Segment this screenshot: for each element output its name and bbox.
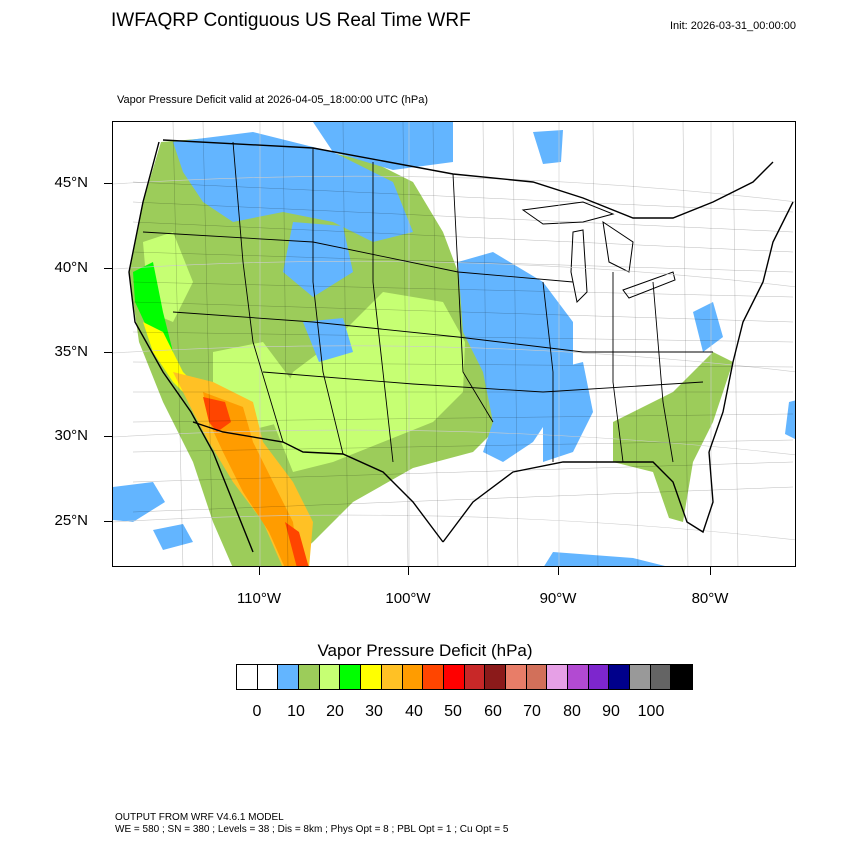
plot-subtitle: Vapor Pressure Deficit valid at 2026-04-…: [117, 94, 429, 106]
colorbar-tick-label: 50: [444, 703, 462, 720]
colorbar-swatch: [650, 665, 672, 689]
state-line-8: [542, 281, 554, 462]
canada-blue-region: [313, 122, 453, 170]
lat-tick: [104, 436, 112, 437]
mexico-red-region: [285, 522, 309, 566]
colorbar-tick-label: 70: [523, 703, 541, 720]
state-line-5: [142, 231, 574, 283]
colorbar-swatch: [609, 665, 631, 689]
init-time: Init: 2026-03-31_00:00:00: [670, 20, 796, 32]
gulf-blue-patch: [544, 552, 665, 566]
us-canada-border: [162, 139, 774, 219]
colorbar-swatch: [237, 665, 258, 689]
west-coast: [128, 141, 254, 553]
canada-blue-region-2: [533, 130, 563, 164]
colorbar-tick-label: 40: [405, 703, 423, 720]
lat-label-30: 30°N: [54, 427, 88, 444]
colorbar-tick-label: 60: [484, 703, 502, 720]
colorbar-tick-label: 10: [287, 703, 305, 720]
footer-model: OUTPUT FROM WRF V4.6.1 MODEL: [115, 812, 284, 823]
colorbar-swatch: [443, 665, 465, 689]
lat-tick: [104, 183, 112, 184]
arizona-red-region: [203, 397, 231, 432]
colorbar-swatch: [464, 665, 486, 689]
colorbar-swatch: [630, 665, 651, 689]
lon-label-80w: 80°W: [691, 590, 729, 607]
lon-tick: [259, 567, 260, 575]
colorbar-swatch: [299, 665, 320, 689]
lake-huron: [602, 220, 634, 273]
colorbar-swatch: [423, 665, 444, 689]
graticule: [113, 122, 795, 566]
colorbar-swatch: [485, 665, 506, 689]
vpd-map: [113, 122, 795, 566]
colorbar-tick-label: 100: [637, 703, 665, 720]
lat-label-40: 40°N: [54, 259, 88, 276]
colorbar-tick-label: 0: [252, 703, 262, 720]
colorbar-swatch: [505, 665, 527, 689]
sonora-darkorange-region: [203, 392, 299, 566]
boundaries: [128, 139, 794, 553]
colorbar-swatch: [381, 665, 403, 689]
lat-label-35: 35°N: [54, 343, 88, 360]
colorbar-swatch: [588, 665, 610, 689]
map-panel: [112, 121, 796, 567]
gulf-coast: [442, 451, 714, 543]
state-line-10: [652, 281, 674, 463]
colorbar-swatch: [402, 665, 424, 689]
pacific-blue-patch-2: [153, 524, 193, 550]
mississippi-blue-band: [543, 362, 593, 462]
plains-lightgreen-region: [273, 292, 465, 472]
colorbar-tick-label: 80: [563, 703, 581, 720]
lake-superior: [521, 201, 615, 225]
colorbar-swatch: [671, 665, 693, 689]
legend-title: Vapor Pressure Deficit (hPa): [317, 641, 533, 660]
lat-label-25: 25°N: [54, 512, 88, 529]
colorbar-swatch: [340, 665, 362, 689]
lake-erie: [622, 271, 676, 299]
county-lines: [132, 122, 794, 566]
lat-tick: [104, 352, 112, 353]
state-line-4: [452, 173, 494, 423]
lon-label-110w: 110°W: [236, 590, 282, 607]
us-mexico-border: [192, 421, 444, 543]
colorbar-swatch: [361, 665, 382, 689]
state-line-2: [312, 148, 344, 455]
plot-title: IWFAQRP Contiguous US Real Time WRF: [111, 10, 471, 31]
lon-tick: [710, 567, 711, 575]
lon-label-90w: 90°W: [539, 590, 577, 607]
colorbar-swatch: [568, 665, 589, 689]
colorbar-swatch: [319, 665, 341, 689]
colorbar-tick-label: 20: [326, 703, 344, 720]
colorbar-swatch: [257, 665, 279, 689]
colorbar-swatch: [547, 665, 568, 689]
lat-tick: [104, 521, 112, 522]
state-line-3: [372, 162, 394, 463]
wyoming-blue-region: [283, 222, 353, 297]
northeast-blue-patch: [693, 302, 723, 352]
lon-label-100w: 100°W: [385, 590, 431, 607]
lat-tick: [104, 268, 112, 269]
lon-tick: [408, 567, 409, 575]
colorbar-swatch: [526, 665, 548, 689]
pacific-blue-patch: [113, 482, 165, 522]
state-line-9: [612, 272, 624, 463]
state-line-7: [262, 371, 704, 393]
colorado-blue-region: [303, 318, 353, 362]
north-blue-region: [173, 132, 413, 242]
colorbar: [236, 664, 694, 690]
east-coast: [708, 201, 794, 453]
colorbar-tick-label: 30: [365, 703, 383, 720]
southeast-green-region: [613, 352, 733, 522]
colorbar-tick-label: 90: [602, 703, 620, 720]
footer-config: WE = 580 ; SN = 380 ; Levels = 38 ; Dis …: [115, 824, 509, 835]
colorbar-swatch: [278, 665, 300, 689]
lake-michigan: [570, 229, 588, 304]
atlantic-blue-patch: [785, 400, 795, 439]
lon-tick: [558, 567, 559, 575]
lat-label-45: 45°N: [54, 174, 88, 191]
